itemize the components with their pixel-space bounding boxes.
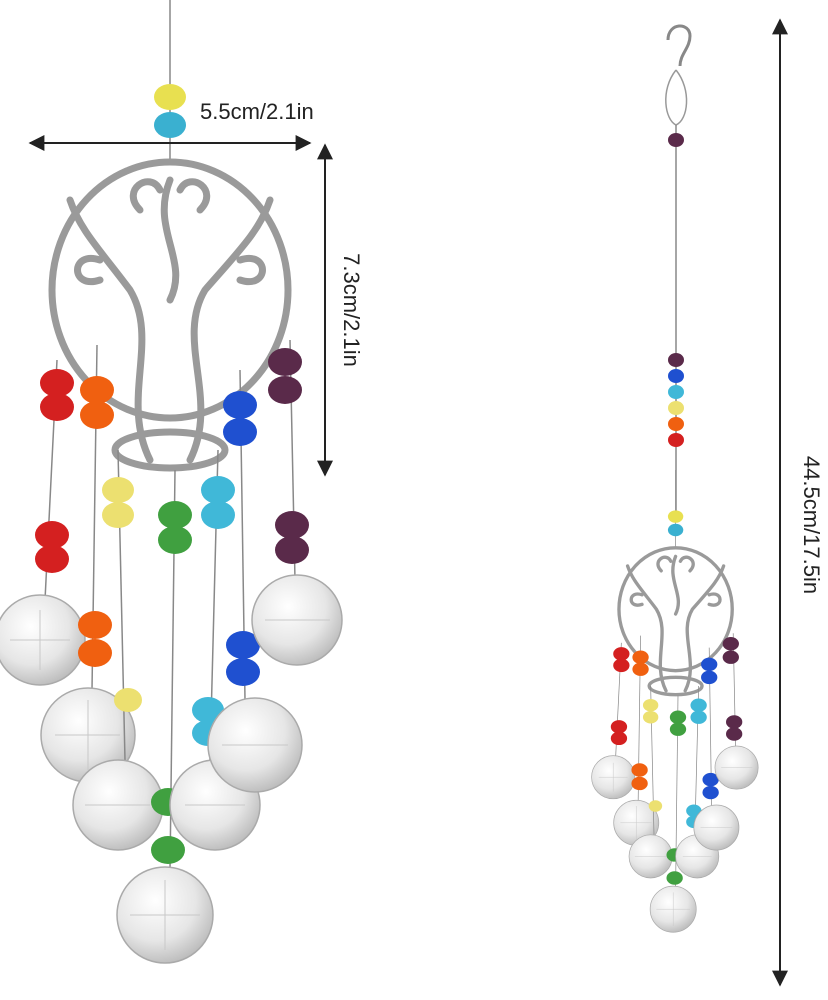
length-label: 44.5cm/17.5in [799,456,824,594]
top-beads [668,133,684,447]
loop [665,69,688,126]
suncatcher-large [0,0,342,963]
width-label: 5.5cm/2.1in [200,99,314,124]
hook [666,24,692,67]
height-label: 7.3cm/2.1in [339,253,364,367]
suncatcher-small [589,468,760,934]
